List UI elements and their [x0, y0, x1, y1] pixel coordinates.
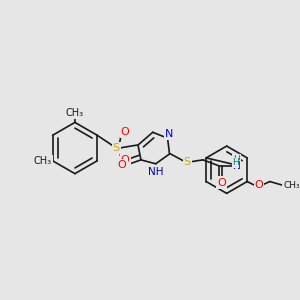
Text: N: N [165, 129, 174, 139]
Text: S: S [184, 157, 191, 167]
Text: H: H [232, 158, 239, 167]
Text: CH₃: CH₃ [34, 156, 52, 166]
Text: O: O [118, 160, 127, 170]
Text: O: O [121, 155, 130, 165]
Text: CH₃: CH₃ [283, 181, 300, 190]
Text: O: O [121, 127, 130, 137]
Text: H: H [233, 155, 240, 164]
Text: O: O [255, 181, 263, 190]
Text: N: N [233, 161, 240, 171]
Text: O: O [218, 178, 226, 188]
Text: CH₃: CH₃ [66, 107, 84, 118]
Text: S: S [113, 143, 120, 153]
Text: NH: NH [148, 167, 164, 177]
